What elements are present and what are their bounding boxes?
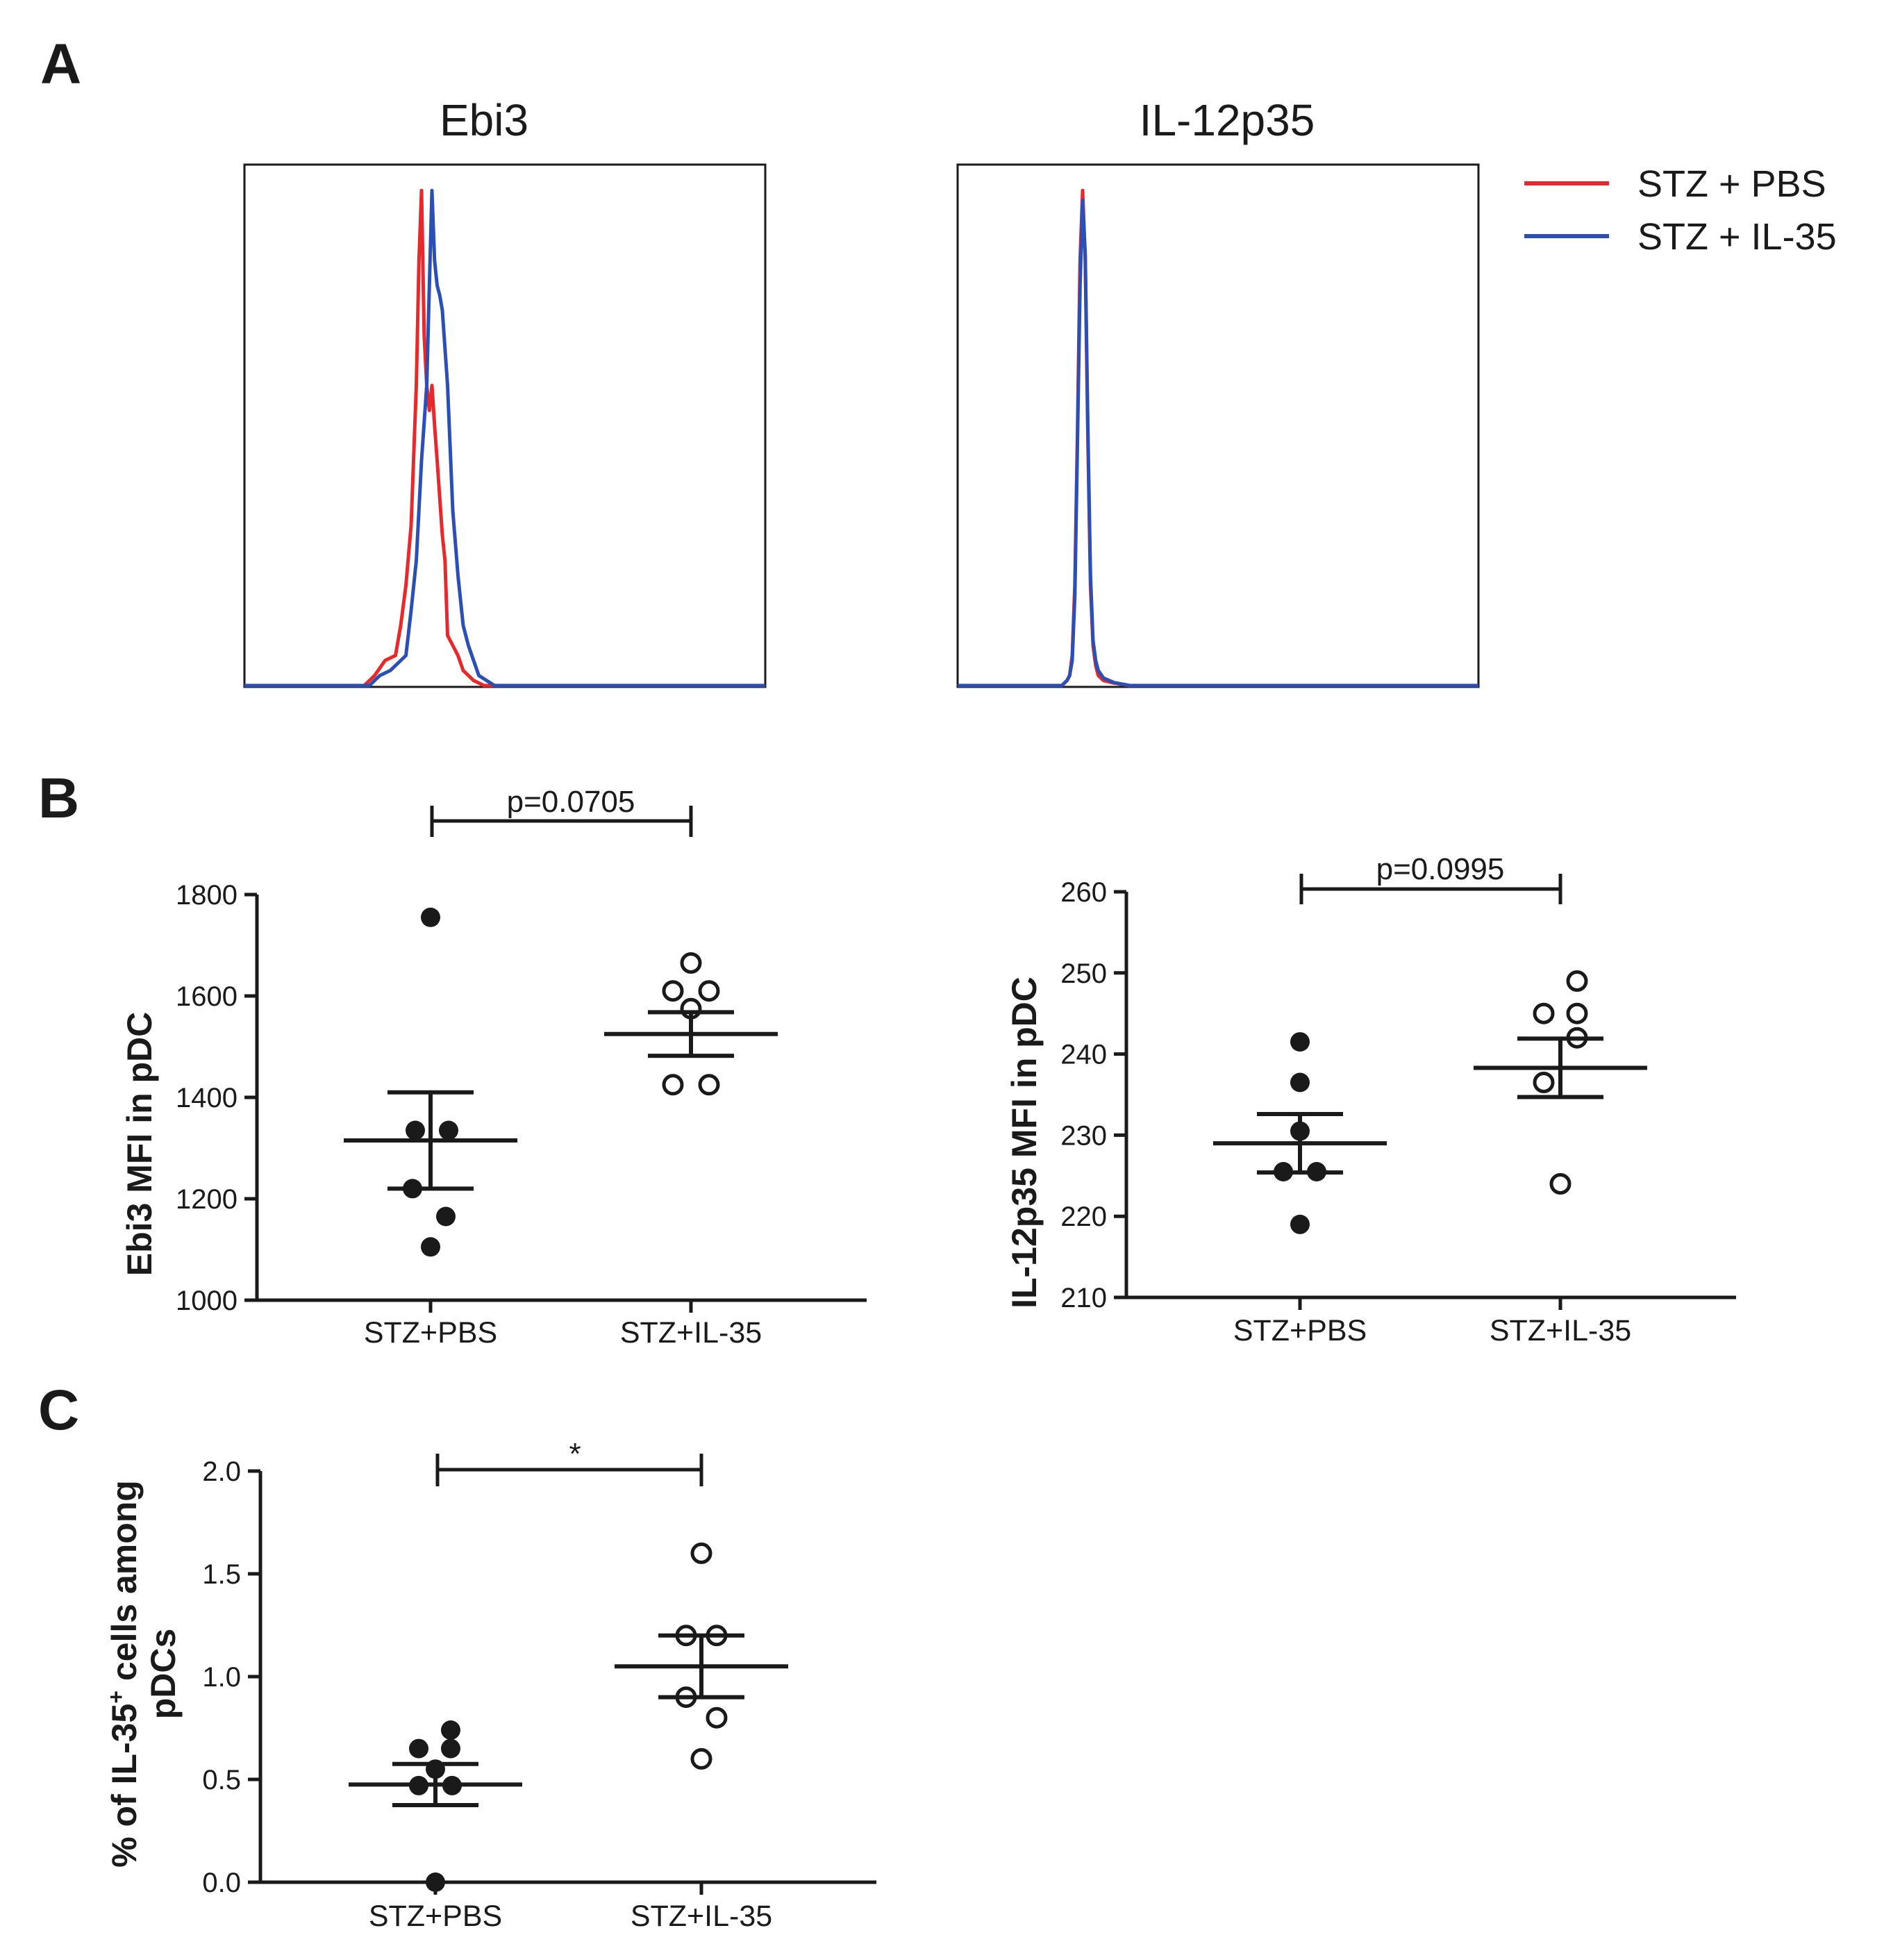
ebi3-ytick-label: 1200 bbox=[176, 1184, 237, 1215]
hist-ebi3-line-stz-pbs bbox=[244, 188, 765, 688]
pct-il35-ylabel-sup: + bbox=[103, 1691, 128, 1704]
pct-il35-point-stz-pbs bbox=[426, 1872, 445, 1892]
pct-il35-point-stz-pbs bbox=[409, 1738, 428, 1759]
il12p35-point-stz-il35 bbox=[1549, 1173, 1572, 1195]
il12p35-ytick-label: 240 bbox=[1060, 1040, 1107, 1070]
ebi3-point-stz-pbs bbox=[439, 1120, 458, 1140]
hist-il12p35-title: IL-12p35 bbox=[1140, 95, 1315, 145]
pct-il35-point-stz-il35 bbox=[690, 1542, 712, 1564]
pct-il35-ytick-label: 2.0 bbox=[202, 1456, 241, 1487]
ebi3-point-stz-pbs bbox=[436, 1206, 456, 1227]
il12p35-category-stz-il35: STZ+IL-35 bbox=[1490, 1314, 1631, 1347]
il12p35-ytick-label: 210 bbox=[1060, 1283, 1107, 1313]
ebi3-point-stz-il35 bbox=[662, 1074, 684, 1096]
ebi3-ytick-label: 1800 bbox=[176, 880, 237, 911]
il12p35-category-stz-pbs: STZ+PBS bbox=[1233, 1314, 1367, 1347]
scatter-ebi3-plot: STZ+PBS STZ+IL-35 p=0.0705 1000 1200 1400 1… bbox=[176, 785, 867, 1349]
ebi3-significance-label: p=0.0705 bbox=[507, 785, 635, 819]
il12p35-point-stz-pbs bbox=[1290, 1214, 1310, 1234]
pct-il35-significance-label: * bbox=[569, 1437, 581, 1471]
ebi3-point-stz-pbs bbox=[421, 1237, 440, 1257]
pct-il35-point-stz-pbs bbox=[441, 1738, 460, 1759]
pct-il35-ytick-label: 1.0 bbox=[202, 1662, 241, 1693]
hist-il12p35-lines bbox=[958, 188, 1478, 688]
ebi3-point-stz-il35 bbox=[698, 1074, 720, 1096]
il12p35-ytick-label: 230 bbox=[1060, 1120, 1107, 1151]
hist-ebi3-line-stz-il35 bbox=[244, 188, 765, 688]
hist-il12p35-line-stz-il35 bbox=[958, 199, 1478, 688]
il12p35-ytick-label: 220 bbox=[1060, 1202, 1107, 1232]
ebi3-category-stz-pbs: STZ+PBS bbox=[364, 1316, 497, 1349]
pct-il35-ylabel-line1: % of IL-35+ cells among bbox=[103, 1480, 144, 1868]
scatter-il12p35-plot: STZ+PBS STZ+IL-35 p=0.0995 210 220 230 240 2… bbox=[1060, 852, 1736, 1347]
pct-il35-significance-bracket bbox=[435, 1454, 703, 1486]
ebi3-ytick-label: 1000 bbox=[176, 1286, 237, 1316]
pct-il35-category-stz-pbs: STZ+PBS bbox=[369, 1900, 502, 1933]
il12p35-point-stz-pbs bbox=[1290, 1072, 1310, 1093]
scatter-pct-il35-plot: STZ+PBS STZ+IL-35 * 0.0 0.5 1.0 1.5 2.0 bbox=[202, 1437, 876, 1933]
ebi3-ytick-label: 1600 bbox=[176, 981, 237, 1012]
il12p35-point-stz-il35 bbox=[1566, 1002, 1588, 1024]
il12p35-significance-bracket bbox=[1299, 874, 1562, 904]
il12p35-ytick-label: 250 bbox=[1060, 958, 1107, 989]
pct-il35-point-stz-il35 bbox=[706, 1706, 728, 1729]
legend-label-stz-pbs: STZ + PBS bbox=[1637, 163, 1826, 205]
legend-label-stz-il35: STZ + IL-35 bbox=[1637, 216, 1837, 258]
pct-il35-point-stz-pbs bbox=[441, 1720, 460, 1740]
il12p35-point-stz-il35 bbox=[1533, 1072, 1555, 1093]
il12p35-significance-label: p=0.0995 bbox=[1376, 852, 1505, 886]
panel-letter-a: A bbox=[40, 33, 81, 96]
pct-il35-ylabel-rest: cells among bbox=[105, 1480, 144, 1691]
ebi3-ytick-label: 1400 bbox=[176, 1083, 237, 1113]
ebi3-mfi-ylabel: Ebi3 MFI in pDC bbox=[120, 1012, 159, 1277]
pct-il35-point-stz-il35 bbox=[690, 1747, 712, 1770]
ebi3-point-stz-pbs bbox=[421, 907, 440, 927]
panel-letter-c: C bbox=[38, 1379, 79, 1442]
il12p35-mfi-ylabel: IL-12p35 MFI in pDC bbox=[1005, 977, 1044, 1309]
ebi3-point-stz-il35 bbox=[662, 980, 684, 1002]
pct-il35-category-stz-il35: STZ+IL-35 bbox=[631, 1900, 772, 1933]
ebi3-category-stz-il35: STZ+IL-35 bbox=[620, 1316, 762, 1349]
ebi3-point-stz-il35 bbox=[698, 980, 720, 1002]
pct-il35-ytick-label: 0.0 bbox=[202, 1868, 241, 1898]
il12p35-point-stz-il35 bbox=[1533, 1002, 1555, 1024]
ebi3-point-stz-pbs bbox=[406, 1120, 425, 1140]
il12p35-ytick-label: 260 bbox=[1060, 877, 1107, 908]
il12p35-point-stz-il35 bbox=[1566, 970, 1588, 992]
hist-ebi3-title: Ebi3 bbox=[440, 95, 528, 145]
ebi3-point-stz-il35 bbox=[680, 952, 702, 974]
pct-il35-ylabel-line2: pDCs bbox=[144, 1629, 183, 1720]
il12p35-point-stz-pbs bbox=[1290, 1032, 1310, 1052]
ebi3-significance-bracket bbox=[430, 806, 693, 837]
pct-il35-ytick-label: 1.5 bbox=[202, 1559, 241, 1590]
pct-il35-ylabel-main: % of IL-35 bbox=[105, 1704, 144, 1868]
hist-ebi3-lines bbox=[244, 188, 765, 688]
panel-letter-b: B bbox=[38, 767, 79, 830]
pct-il35-ytick-label: 0.5 bbox=[202, 1765, 241, 1795]
